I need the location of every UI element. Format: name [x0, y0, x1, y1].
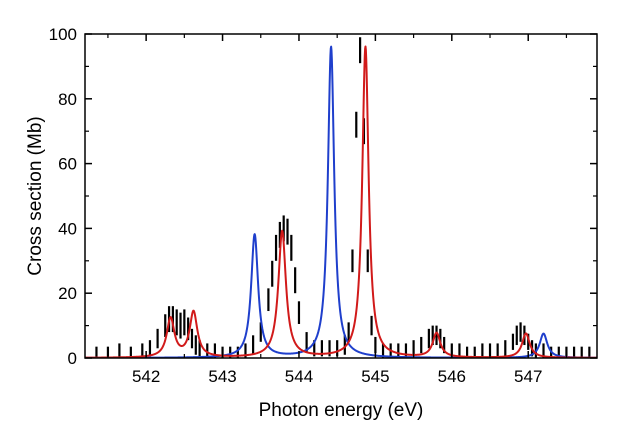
blue-curve-line	[85, 45, 597, 358]
x-tick-label: 547	[514, 367, 542, 386]
experiment-series	[95, 37, 591, 358]
plot-frame	[84, 33, 598, 359]
y-tick-label: 40	[58, 219, 77, 238]
y-tick-label: 0	[68, 349, 77, 368]
axes: 542 543 544 545 546 547 0 20 40 60 80 100	[49, 25, 598, 386]
y-tick-label: 80	[58, 90, 77, 109]
x-tick-label: 543	[208, 367, 236, 386]
x-tick-label: 544	[285, 367, 313, 386]
red-curve-line	[85, 45, 597, 358]
series-group	[85, 37, 597, 358]
x-axis-title: Photon energy (eV)	[259, 400, 424, 421]
y-tick-label: 60	[58, 155, 77, 174]
x-tick-label: 542	[132, 367, 160, 386]
x-tick-label: 545	[361, 367, 389, 386]
y-tick-label: 100	[49, 25, 77, 44]
y-tick-label: 20	[58, 284, 77, 303]
y-axis-title: Cross section (Mb)	[25, 116, 46, 275]
x-tick-label: 546	[438, 367, 466, 386]
plot-area	[85, 37, 597, 358]
